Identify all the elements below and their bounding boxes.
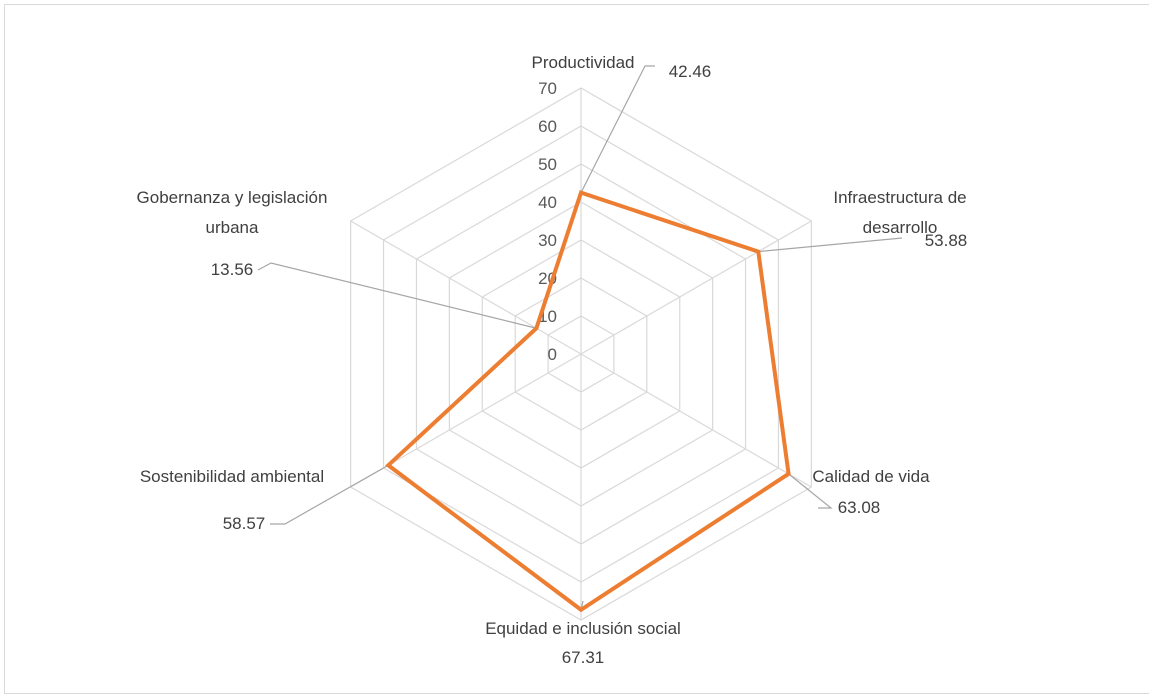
value-label: 63.08 <box>838 498 881 517</box>
tick-label: 70 <box>538 79 557 98</box>
value-label: 58.57 <box>223 514 266 533</box>
category-label-line: Equidad e inclusión social <box>485 619 681 638</box>
series-line-0 <box>388 193 788 610</box>
value-label: 13.56 <box>211 260 254 279</box>
tick-label: 50 <box>538 155 557 174</box>
leader-line <box>758 238 902 252</box>
grid-layer <box>351 88 812 620</box>
category-label: Gobernanza y legislación urbana <box>137 188 328 237</box>
leader-line <box>581 66 655 193</box>
spoke-1 <box>581 221 811 354</box>
value-label: 53.88 <box>925 231 968 250</box>
tick-label: 30 <box>538 231 557 250</box>
series-layer <box>388 193 789 610</box>
category-label: Equidad e inclusión social <box>485 619 681 638</box>
tick-label: 40 <box>538 193 557 212</box>
category-label-line: Calidad de vida <box>812 467 930 486</box>
category-label-line: Infraestructura de <box>833 188 966 207</box>
category-label-line: Gobernanza y legislación <box>137 188 328 207</box>
leader-lines <box>258 66 902 610</box>
category-label-line: Productividad <box>531 53 634 72</box>
value-label: 67.31 <box>562 648 605 667</box>
value-label: 42.46 <box>669 62 712 81</box>
category-label-line: urbana <box>206 218 259 237</box>
category-label: Calidad de vida <box>812 467 930 486</box>
tick-label: 60 <box>538 117 557 136</box>
category-label-line: Sostenibilidad ambiental <box>140 467 324 486</box>
tick-label: 0 <box>548 345 557 364</box>
category-label: Sostenibilidad ambiental <box>140 467 324 486</box>
leader-line <box>258 263 536 328</box>
value-labels: 42.46 53.88 63.08 67.31 58.57 13.56 <box>211 62 968 667</box>
category-label: Productividad <box>531 53 634 72</box>
